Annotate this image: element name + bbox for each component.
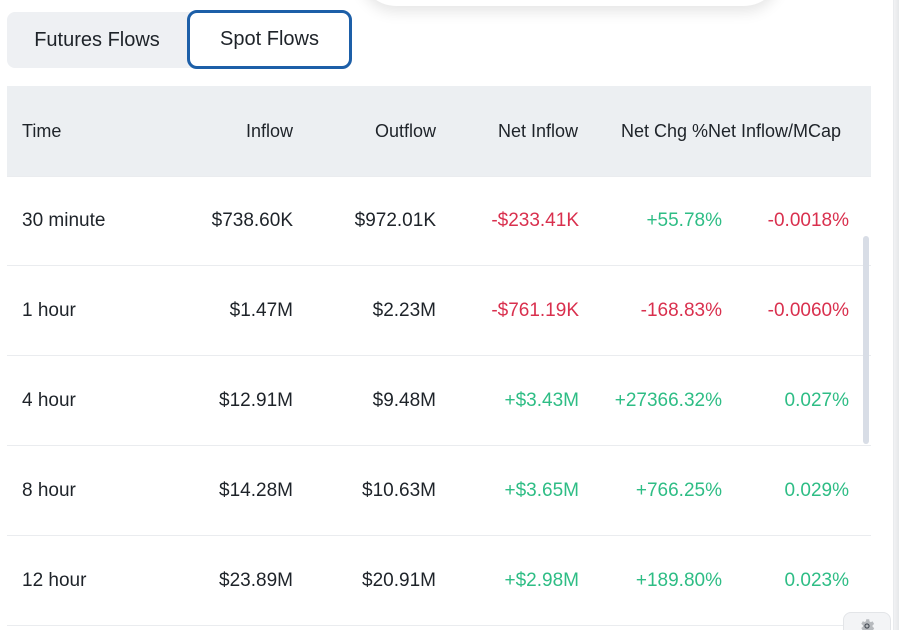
table-row: 30 minute $738.60K $972.01K -$233.41K +5… xyxy=(7,176,871,266)
header-net-inflow-mcap[interactable]: Net Inflow/MCap xyxy=(708,120,842,141)
cell-net-inflow: +$3.43M xyxy=(504,389,579,411)
table-row: 12 hour $23.89M $20.91M +$2.98M +189.80%… xyxy=(7,536,871,626)
cell-outflow: $10.63M xyxy=(362,479,436,501)
cell-net-inflow-mcap: 0.027% xyxy=(784,389,849,411)
flows-table: Time Inflow Outflow Net Inflow Net Chg %… xyxy=(7,86,871,626)
card-shadow xyxy=(360,0,780,6)
table-body: 30 minute $738.60K $972.01K -$233.41K +5… xyxy=(7,176,871,626)
table-row: 1 hour $1.47M $2.23M -$761.19K -168.83% … xyxy=(7,266,871,356)
table-header: Time Inflow Outflow Net Inflow Net Chg %… xyxy=(7,86,871,176)
cell-net-chg: +766.25% xyxy=(635,479,722,501)
cell-net-inflow-mcap: 0.029% xyxy=(784,479,849,501)
cell-net-inflow-mcap: 0.023% xyxy=(784,569,849,591)
cell-outflow: $2.23M xyxy=(372,299,436,321)
table-row: 4 hour $12.91M $9.48M +$3.43M +27366.32%… xyxy=(7,356,871,446)
cell-outflow: $9.48M xyxy=(372,389,436,411)
header-time[interactable]: Time xyxy=(22,120,62,141)
table-row: 8 hour $14.28M $10.63M +$3.65M +766.25% … xyxy=(7,446,871,536)
cell-net-inflow: +$3.65M xyxy=(504,479,579,501)
settings-button[interactable] xyxy=(843,612,891,630)
header-inflow[interactable]: Inflow xyxy=(245,120,293,141)
cell-time: 30 minute xyxy=(22,210,106,231)
cell-time: 8 hour xyxy=(22,479,76,501)
cell-inflow: $1.47M xyxy=(229,299,293,321)
cell-net-chg: -168.83% xyxy=(640,299,722,321)
header-net-inflow[interactable]: Net Inflow xyxy=(497,120,578,141)
page-edge xyxy=(893,0,899,630)
gear-icon xyxy=(861,619,875,630)
cell-outflow: $972.01K xyxy=(354,210,436,231)
tab-spot-flows[interactable]: Spot Flows xyxy=(187,10,352,69)
cell-net-chg: +27366.32% xyxy=(614,389,722,411)
tab-futures-flows[interactable]: Futures Flows xyxy=(34,28,160,51)
header-outflow[interactable]: Outflow xyxy=(374,120,436,141)
cell-time: 4 hour xyxy=(22,389,76,411)
cell-time: 12 hour xyxy=(22,569,87,591)
cell-net-inflow: -$233.41K xyxy=(491,210,579,231)
cell-net-inflow-mcap: -0.0060% xyxy=(767,299,849,321)
cell-inflow: $14.28M xyxy=(219,479,293,501)
table-scrollbar[interactable] xyxy=(863,236,869,444)
cell-net-chg: +189.80% xyxy=(635,569,722,591)
cell-net-inflow-mcap: -0.0018% xyxy=(767,210,849,231)
cell-net-inflow: +$2.98M xyxy=(504,569,579,591)
cell-time: 1 hour xyxy=(22,299,76,321)
cell-net-chg: +55.78% xyxy=(646,210,722,231)
header-net-chg[interactable]: Net Chg % xyxy=(620,120,708,141)
cell-net-inflow: -$761.19K xyxy=(491,299,579,321)
cell-outflow: $20.91M xyxy=(362,569,436,591)
cell-inflow: $738.60K xyxy=(211,210,293,231)
cell-inflow: $23.89M xyxy=(219,569,293,591)
flow-tabs: Futures Flows Spot Flows xyxy=(7,10,352,69)
cell-inflow: $12.91M xyxy=(219,389,293,411)
